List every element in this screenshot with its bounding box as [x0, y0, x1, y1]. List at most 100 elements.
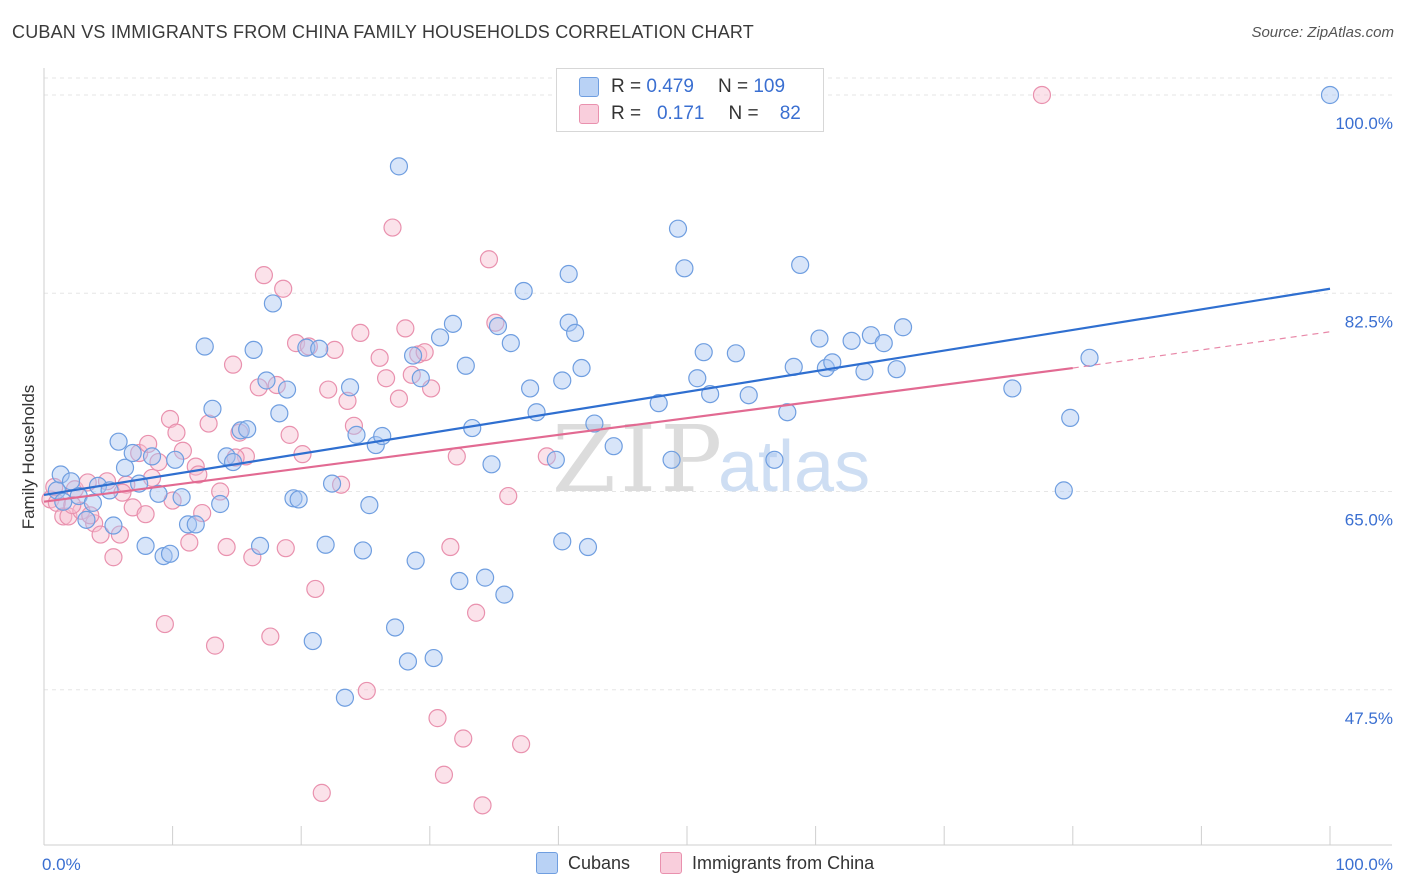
- china-point: [110, 525, 129, 544]
- cubans-point: [244, 340, 263, 360]
- cubans-point: [310, 339, 329, 358]
- cubans-point: [1320, 85, 1340, 105]
- cubans-point: [688, 369, 707, 388]
- cubans-point: [316, 535, 335, 554]
- cubans-point: [1061, 408, 1080, 427]
- china-point: [512, 735, 531, 754]
- cubans-point: [270, 404, 289, 423]
- cubans-point: [810, 329, 829, 348]
- cubans-point: [411, 369, 430, 388]
- cubans-point: [166, 450, 185, 469]
- cubans-point: [855, 362, 874, 381]
- china-point: [325, 340, 344, 360]
- n-label: N =: [728, 103, 759, 124]
- cubans-point: [123, 443, 142, 463]
- cubans-point: [739, 386, 758, 405]
- cubans-trend-line: [43, 287, 1331, 497]
- china-swatch: [579, 104, 599, 124]
- cubans-point: [546, 450, 565, 469]
- legend-item-cubans[interactable]: Cubans: [536, 852, 630, 874]
- china-point: [261, 627, 280, 646]
- china-point: [338, 391, 357, 410]
- china-point: [370, 348, 389, 367]
- cubans-point: [51, 465, 70, 484]
- china-point: [389, 389, 409, 408]
- china-point: [193, 503, 212, 523]
- cubans-point: [322, 474, 342, 493]
- cubans-point: [450, 571, 469, 591]
- n-label: N =: [717, 76, 749, 97]
- n-value: 109: [753, 76, 786, 97]
- tick-labels: 47.5% 65.0% 82.5% 100.0% 0.0% 100.0%: [42, 114, 1393, 874]
- china-point: [396, 319, 415, 338]
- china-trend-line: [43, 366, 1073, 503]
- y-tick-label: 47.5%: [1345, 709, 1393, 728]
- cubans-point: [495, 585, 514, 604]
- china-point: [466, 603, 486, 622]
- cubans-point: [874, 334, 893, 353]
- cubans-point: [765, 450, 784, 469]
- trend-lines: [43, 287, 1331, 503]
- cubans-point: [501, 334, 520, 353]
- watermark-zip: ZIP: [552, 406, 726, 513]
- china-point: [199, 414, 218, 433]
- cubans-point: [211, 494, 230, 514]
- china-point: [473, 796, 492, 815]
- cubans-point: [585, 414, 604, 433]
- cubans-point: [443, 314, 463, 333]
- cubans-point: [104, 516, 123, 535]
- x-tick-label-max: 100.0%: [1335, 855, 1393, 874]
- n-value: 82: [779, 103, 801, 124]
- watermark: ZIP atlas: [552, 406, 870, 513]
- cubans-point: [521, 379, 540, 398]
- series-china-points: [41, 85, 1052, 815]
- cubans-point: [178, 515, 198, 534]
- cubans-point: [514, 281, 533, 301]
- y-axis-label: Family Households: [19, 385, 38, 530]
- cubans-point: [778, 403, 797, 422]
- y-tick-label: 100.0%: [1335, 114, 1393, 133]
- china-point: [155, 614, 174, 634]
- grid-lines: [44, 77, 1392, 691]
- cubans-point: [360, 496, 379, 515]
- cubans-point: [475, 568, 495, 587]
- series-cubans-points: [47, 85, 1340, 707]
- cubans-point: [277, 380, 297, 399]
- china-point: [479, 250, 499, 269]
- china-point: [267, 375, 286, 395]
- cubans-point: [203, 399, 222, 418]
- cubans-point: [160, 544, 180, 563]
- cubans-point: [250, 536, 270, 556]
- cubans-point: [109, 432, 128, 451]
- china-point: [383, 218, 402, 237]
- china-point: [376, 369, 396, 388]
- cubans-point: [231, 421, 250, 440]
- cubans-point: [553, 532, 572, 551]
- cubans-point: [893, 318, 913, 337]
- china-point: [104, 548, 123, 567]
- china-point: [211, 482, 230, 501]
- china-point: [415, 343, 434, 362]
- cubans-point: [297, 338, 316, 357]
- cubans-point: [340, 378, 360, 397]
- cubans-point: [662, 450, 681, 469]
- cubans-point: [791, 255, 810, 275]
- source-label: Source: ZipAtlas.com: [1251, 24, 1394, 41]
- cubans-point: [527, 403, 546, 422]
- china-point: [454, 729, 473, 748]
- r-label: R =: [611, 103, 642, 124]
- cubans-point: [195, 337, 214, 356]
- cubans-point: [54, 492, 73, 511]
- cubans-point: [572, 358, 591, 378]
- cubans-point: [172, 488, 191, 507]
- cubans-point: [389, 157, 409, 176]
- cubans-point: [694, 343, 713, 362]
- cubans-point: [289, 490, 308, 509]
- cubans-swatch: [579, 77, 599, 97]
- cubans-point: [649, 394, 668, 413]
- china-point: [136, 505, 155, 524]
- legend-label-china: Immigrants from China: [692, 852, 875, 873]
- legend-item-china[interactable]: Immigrants from China: [660, 852, 874, 874]
- china-point: [434, 765, 454, 784]
- cubans-point: [1080, 348, 1099, 367]
